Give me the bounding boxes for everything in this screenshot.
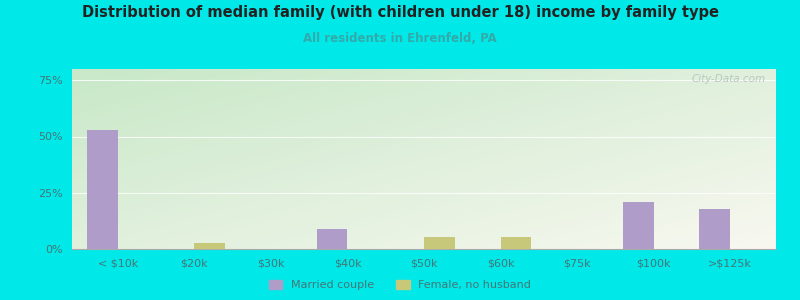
- Bar: [623, 202, 654, 249]
- Bar: [194, 243, 225, 249]
- Legend: Married couple, Female, no husband: Married couple, Female, no husband: [264, 275, 536, 294]
- Text: Distribution of median family (with children under 18) income by family type: Distribution of median family (with chil…: [82, 4, 718, 20]
- Text: All residents in Ehrenfeld, PA: All residents in Ehrenfeld, PA: [303, 32, 497, 44]
- Bar: [699, 208, 730, 249]
- Bar: [501, 237, 531, 249]
- Bar: [317, 229, 347, 249]
- Bar: [87, 130, 118, 249]
- Text: City-Data.com: City-Data.com: [691, 74, 766, 84]
- Bar: [424, 237, 454, 249]
